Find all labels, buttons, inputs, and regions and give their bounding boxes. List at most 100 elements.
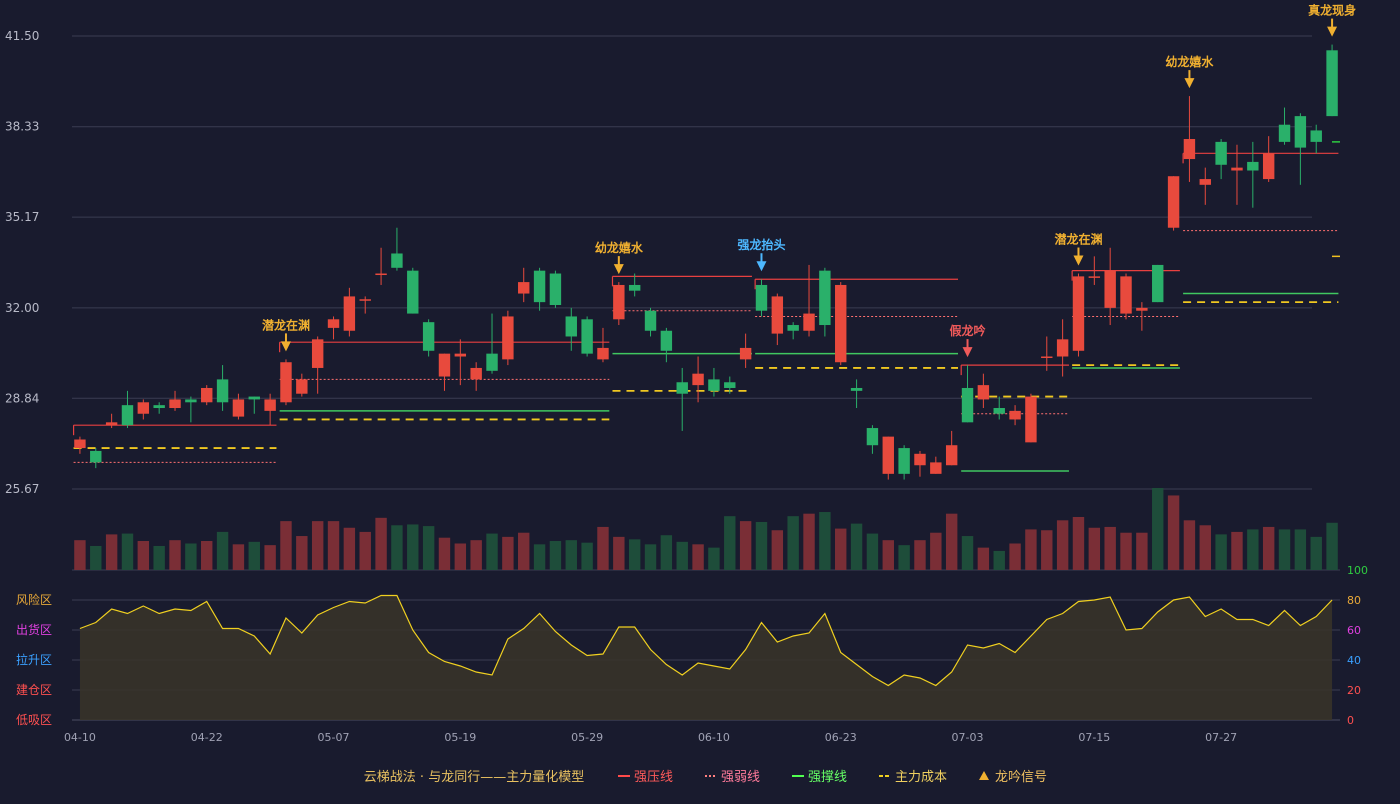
volume-bar xyxy=(850,523,863,570)
volume-bar xyxy=(232,544,245,570)
legend-label: 强压线 xyxy=(634,770,673,785)
volume-bar xyxy=(1326,522,1338,570)
candle-body xyxy=(1009,410,1021,420)
volume-bar xyxy=(914,540,926,570)
candle-body xyxy=(755,284,768,311)
volume-bar xyxy=(1231,531,1243,570)
volume-bar xyxy=(201,541,213,570)
candle-body xyxy=(169,399,181,409)
volume-bar xyxy=(549,541,562,570)
candle-body xyxy=(375,273,387,276)
price-tick-label: 35.17 xyxy=(5,210,39,224)
volume-bar xyxy=(565,540,577,570)
volume-bar xyxy=(977,547,990,570)
candle-body xyxy=(518,282,530,294)
volume-bar xyxy=(1167,495,1180,570)
candle-body xyxy=(438,353,451,377)
zone-label: 低吸区 xyxy=(16,713,52,727)
indicator-tick-label: 80 xyxy=(1347,594,1361,607)
volume-bar xyxy=(644,544,657,570)
volume-bar xyxy=(1294,529,1307,570)
volume-bar xyxy=(660,535,673,570)
indicator-tick-label: 20 xyxy=(1347,684,1361,697)
zone-label: 风险区 xyxy=(16,592,52,607)
volume-bar xyxy=(755,521,768,570)
candle-body xyxy=(185,399,197,403)
candle-body xyxy=(597,347,609,360)
volume-bar xyxy=(1041,530,1053,570)
legend-title: 云梯战法 · 与龙同行——主力量化模型 xyxy=(364,770,584,785)
volume-bar xyxy=(343,527,356,570)
candle-body xyxy=(343,296,356,331)
indicator-panel xyxy=(79,594,1333,720)
volume-bar xyxy=(311,521,324,570)
volume-bar xyxy=(359,531,371,570)
candle-body xyxy=(1152,264,1164,303)
volume-bar xyxy=(771,530,784,570)
volume-bar xyxy=(169,540,181,570)
volume-bar xyxy=(502,536,514,570)
candle-body xyxy=(327,319,340,328)
candle-body xyxy=(296,379,308,394)
date-tick-label: 05-07 xyxy=(318,731,350,744)
date-tick-label: 05-29 xyxy=(571,731,603,744)
volume-bar xyxy=(1247,529,1259,570)
signal-arrow xyxy=(1327,26,1338,37)
volume-bar xyxy=(724,516,736,570)
candle-body xyxy=(692,373,704,386)
volume-bar xyxy=(1025,529,1037,570)
candle-body xyxy=(1278,124,1291,142)
candle-body xyxy=(977,385,990,400)
volume-bar xyxy=(486,533,498,570)
candle-body xyxy=(644,310,657,331)
volume-bar xyxy=(819,512,831,570)
date-tick-label: 07-15 xyxy=(1078,731,1110,744)
candle-body xyxy=(549,273,562,305)
zone-label: 拉升区 xyxy=(16,652,52,667)
signal-arrow xyxy=(280,341,291,352)
candle-body xyxy=(835,284,847,363)
indicator-tick-label: 0 xyxy=(1347,714,1354,727)
volume-bar xyxy=(422,526,435,570)
candle-body xyxy=(1167,176,1180,228)
candle-body xyxy=(961,387,974,423)
volume-bar xyxy=(153,545,165,570)
candle-body xyxy=(1199,179,1211,185)
signal-arrow xyxy=(1184,78,1195,89)
zone-label: 出货区 xyxy=(16,622,52,637)
candle-body xyxy=(739,347,752,360)
candle-body xyxy=(803,313,815,331)
candle-body xyxy=(201,387,213,403)
volume-bar xyxy=(518,532,530,570)
candle-body xyxy=(930,462,942,474)
axes: 41.50 38.33 35.17 32.00 28.84 25.67 风险区出货区拉升区建… xyxy=(5,29,1368,744)
candle-body xyxy=(1215,141,1227,165)
candle-body xyxy=(1041,356,1053,359)
indicator-line xyxy=(79,594,1333,687)
volume-bar xyxy=(121,533,134,570)
candles xyxy=(74,44,1338,480)
volume-bar xyxy=(1199,525,1211,570)
candle-body xyxy=(866,428,879,446)
candle-body xyxy=(311,339,324,368)
candle-body xyxy=(248,396,260,400)
volume-bar xyxy=(597,526,609,570)
legend-item: 强弱线 xyxy=(705,770,760,785)
candle-body xyxy=(1025,396,1037,443)
volume-bar xyxy=(105,534,118,570)
candle-body xyxy=(391,253,403,268)
signal-arrow xyxy=(962,347,973,358)
volume-bar xyxy=(185,543,197,570)
grid xyxy=(72,35,1340,721)
candle-body xyxy=(1247,161,1259,171)
price-tick-label: 41.50 xyxy=(5,29,39,43)
price-tick-label: 32.00 xyxy=(5,301,39,315)
candle-body xyxy=(1310,130,1322,142)
date-tick-label: 06-23 xyxy=(825,731,857,744)
candle-body xyxy=(724,382,736,388)
candle-body xyxy=(914,453,926,466)
price-tick-label: 25.67 xyxy=(5,482,39,496)
volume-bars xyxy=(74,488,1338,570)
candle-body xyxy=(105,422,118,426)
